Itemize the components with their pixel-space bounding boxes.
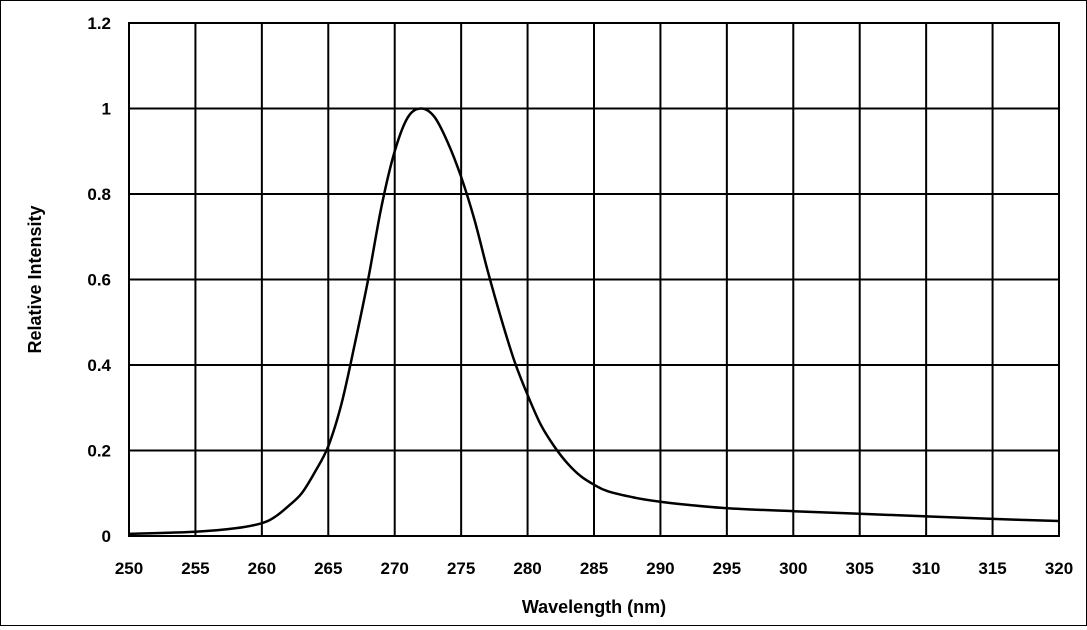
x-tick-label: 260	[248, 559, 276, 578]
series-line-0	[128, 107, 1060, 536]
x-tick-label: 250	[115, 559, 143, 578]
x-tick-label: 275	[447, 559, 475, 578]
x-tick-label: 280	[513, 559, 541, 578]
x-tick-label: 270	[381, 559, 409, 578]
y-axis-title: Relative Intensity	[25, 205, 45, 353]
x-axis-title: Wavelength (nm)	[522, 597, 666, 617]
y-tick-label: 1	[102, 100, 111, 119]
x-tick-label: 295	[713, 559, 741, 578]
y-tick-label: 0.4	[87, 356, 111, 375]
x-tick-label: 265	[314, 559, 342, 578]
y-tick-label: 0	[102, 527, 111, 546]
y-tick-label: 0.8	[87, 185, 111, 204]
x-tick-label: 285	[580, 559, 608, 578]
x-tick-label: 320	[1045, 559, 1073, 578]
x-tick-label: 255	[181, 559, 209, 578]
x-tick-label: 305	[846, 559, 874, 578]
y-tick-labels: 0 0.2 0.4 0.6 0.8 1 1.2	[87, 14, 111, 546]
plot-area-border	[128, 22, 1060, 537]
x-tick-label: 300	[779, 559, 807, 578]
x-tick-label: 315	[978, 559, 1006, 578]
y-tick-label: 0.2	[87, 442, 111, 461]
y-tick-label: 1.2	[87, 14, 111, 33]
x-tick-label: 310	[912, 559, 940, 578]
x-tick-labels: 250 255 260 265 270 275 280 285 290 295 300 305 310 3…	[115, 559, 1073, 578]
x-tick-label: 290	[646, 559, 674, 578]
y-tick-label: 0.6	[87, 271, 111, 290]
series-layer	[128, 107, 1060, 536]
